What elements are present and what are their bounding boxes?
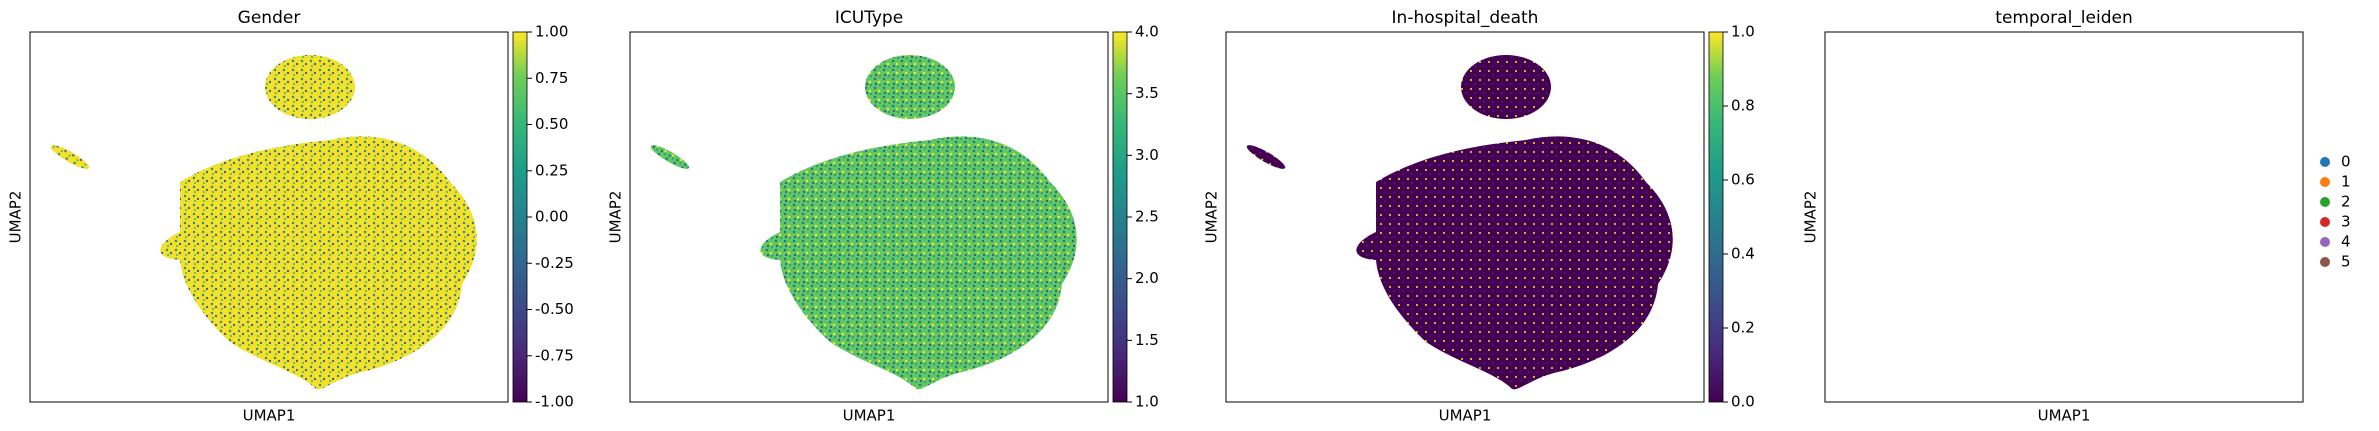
panel: In-hospital_death UMAP1 UMAP2 0.0 0.2 0.4 0.6 0… [1203, 8, 1755, 425]
cluster-region [1843, 124, 2272, 209]
panel-title: In-hospital_death [1392, 8, 1539, 28]
axes-frame [29, 31, 509, 403]
x-axis-label: UMAP1 [1439, 407, 1492, 425]
legend-marker [2320, 197, 2330, 207]
legend-marker [2320, 157, 2330, 167]
panel-title: temporal_leiden [1995, 8, 2132, 28]
colorbar-tick-label: 1.0 [1135, 393, 1159, 411]
colorbar-tick-label: 0.0 [1731, 393, 1755, 411]
legend-label: 0 [2341, 153, 2351, 171]
colorbar-tick-label: 0.2 [1731, 319, 1755, 337]
point-cloud [48, 55, 477, 390]
point-cloud [648, 55, 1077, 390]
panel-title: ICUType [835, 8, 903, 28]
colorbar-tick-label: 2.5 [1135, 208, 1159, 226]
colorbar-tick-label: 0.25 [535, 161, 568, 179]
cluster-region [1965, 237, 1995, 262]
panel: Gender UMAP1 UMAP2 -1.00 -0.75 -0.50 -0.25 0.00… [7, 8, 574, 425]
axes-frame [1225, 31, 1705, 403]
colorbar-tick-label: 0.00 [535, 208, 568, 226]
colorbar-tick-label: 4.0 [1135, 23, 1159, 41]
legend-marker [2320, 217, 2330, 227]
legend-marker [2320, 237, 2330, 247]
cluster-region [1843, 209, 2272, 390]
panel: ICUType UMAP1 UMAP2 1.0 1.5 2.0 2.5 3.0 3.5 4.0 [607, 8, 1159, 425]
cluster-region [1843, 55, 2272, 124]
colorbar [512, 31, 528, 403]
legend-label: 2 [2341, 193, 2351, 211]
colorbar-tick-label: -0.25 [535, 254, 574, 272]
axes-frame [629, 31, 1109, 403]
legend-label: 1 [2341, 173, 2351, 191]
legend-label: 3 [2341, 213, 2351, 231]
legend-marker [2320, 257, 2330, 267]
y-axis-label: UMAP2 [607, 191, 625, 244]
colorbar-tick-label: 0.6 [1731, 171, 1755, 189]
legend-label: 5 [2341, 253, 2351, 271]
colorbar-tick-label: 0.50 [535, 115, 568, 133]
y-axis-label: UMAP2 [7, 191, 25, 244]
panel-title: Gender [238, 8, 301, 28]
y-axis-label: UMAP2 [1203, 191, 1221, 244]
colorbar-tick-label: -1.00 [535, 393, 574, 411]
colorbar-tick-label: -0.50 [535, 300, 574, 318]
x-axis-label: UMAP1 [843, 407, 896, 425]
point-cloud [1244, 55, 1673, 390]
colorbar-tick-label: 1.0 [1731, 23, 1755, 41]
colorbar-tick-label: -0.75 [535, 346, 574, 364]
panel: temporal_leiden UMAP1 UMAP2 0 1 2 3 4 5 [1802, 8, 2351, 425]
legend-marker [2320, 177, 2330, 187]
x-axis-label: UMAP1 [243, 407, 296, 425]
colorbar-tick-label: 0.8 [1731, 97, 1755, 115]
colorbar [1708, 31, 1724, 403]
cluster-region [2101, 372, 2117, 390]
colorbar-tick-label: 3.5 [1135, 84, 1159, 102]
axes-frame [1824, 31, 2304, 403]
cluster-region [1843, 132, 1905, 192]
colorbar [1112, 31, 1128, 403]
colorbar-tick-label: 1.00 [535, 23, 568, 41]
colorbar-tick-label: 3.0 [1135, 146, 1159, 164]
x-axis-label: UMAP1 [2038, 407, 2091, 425]
y-axis-label: UMAP2 [1802, 191, 1820, 244]
colorbar-tick-label: 2.0 [1135, 269, 1159, 287]
colorbar-tick-label: 0.75 [535, 69, 568, 87]
point-cloud [1843, 55, 2272, 390]
colorbar-tick-label: 1.5 [1135, 331, 1159, 349]
legend-label: 4 [2341, 233, 2351, 251]
colorbar-tick-label: 0.4 [1731, 245, 1755, 263]
